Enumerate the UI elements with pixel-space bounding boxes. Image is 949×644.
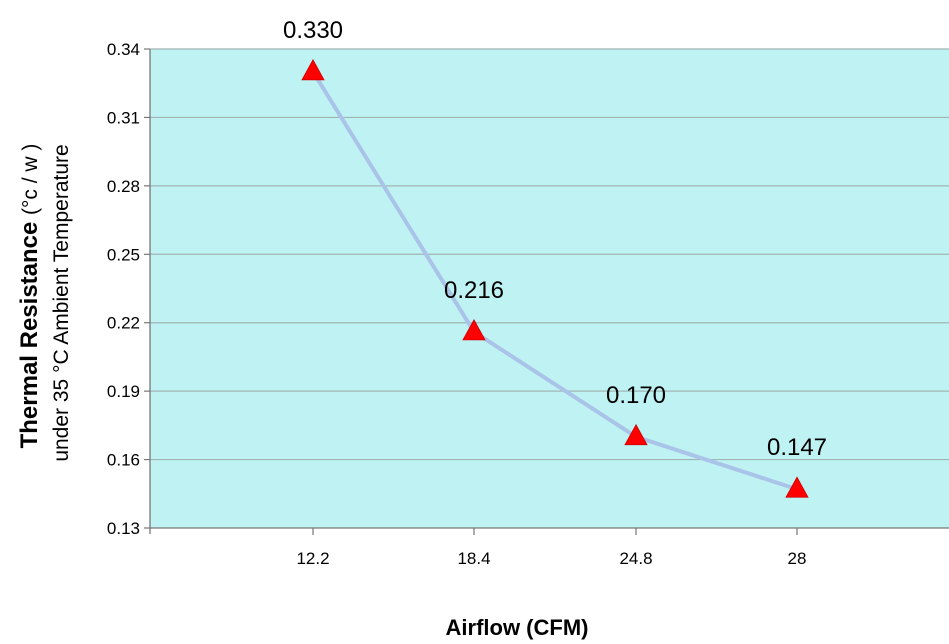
data-point-marker xyxy=(624,423,648,446)
x-axis-label: Airflow (CFM) xyxy=(446,615,589,640)
data-point-marker xyxy=(462,319,486,341)
data-label: 0.147 xyxy=(767,434,827,461)
y-tick-labels: 0.34 0.31 0.28 0.25 0.22 0.19 0.16 0.13 xyxy=(107,40,140,538)
x-tick-label: 12.2 xyxy=(296,549,329,568)
y-tick-label: 0.13 xyxy=(107,519,140,538)
axes xyxy=(144,48,949,535)
y-tick-label: 0.19 xyxy=(107,382,140,401)
data-label: 0.216 xyxy=(444,277,504,304)
series-line-path xyxy=(311,70,798,492)
y-axis-label-line1: Thermal Resistance (°c / w ) xyxy=(16,144,43,449)
plot-area xyxy=(150,49,949,528)
series-markers xyxy=(301,58,809,498)
series-line xyxy=(311,70,798,492)
data-point-marker xyxy=(301,58,325,81)
y-tick-label: 0.22 xyxy=(107,314,140,333)
data-label: 0.330 xyxy=(283,17,343,44)
x-tick-labels: 12.2 18.4 24.8 28 xyxy=(296,549,806,568)
data-point-marker xyxy=(785,476,809,498)
y-axis-label-line2: under 35 °C Ambient Temperature xyxy=(50,144,73,461)
y-tick-label: 0.25 xyxy=(107,245,140,264)
y-tick-label: 0.16 xyxy=(107,451,140,470)
x-tick-label: 24.8 xyxy=(619,549,652,568)
y-tick-label: 0.31 xyxy=(107,108,140,127)
x-tick-label: 28 xyxy=(788,549,807,568)
y-tick-label: 0.34 xyxy=(107,40,140,59)
gridlines xyxy=(150,48,949,461)
x-tick-label: 18.4 xyxy=(457,549,490,568)
data-labels: 0.330 0.216 0.170 0.147 xyxy=(283,17,827,461)
y-tick-label: 0.28 xyxy=(107,177,140,196)
y-axis-label: Thermal Resistance (°c / w ) under 35 °C … xyxy=(16,144,73,462)
data-label: 0.170 xyxy=(606,382,666,409)
